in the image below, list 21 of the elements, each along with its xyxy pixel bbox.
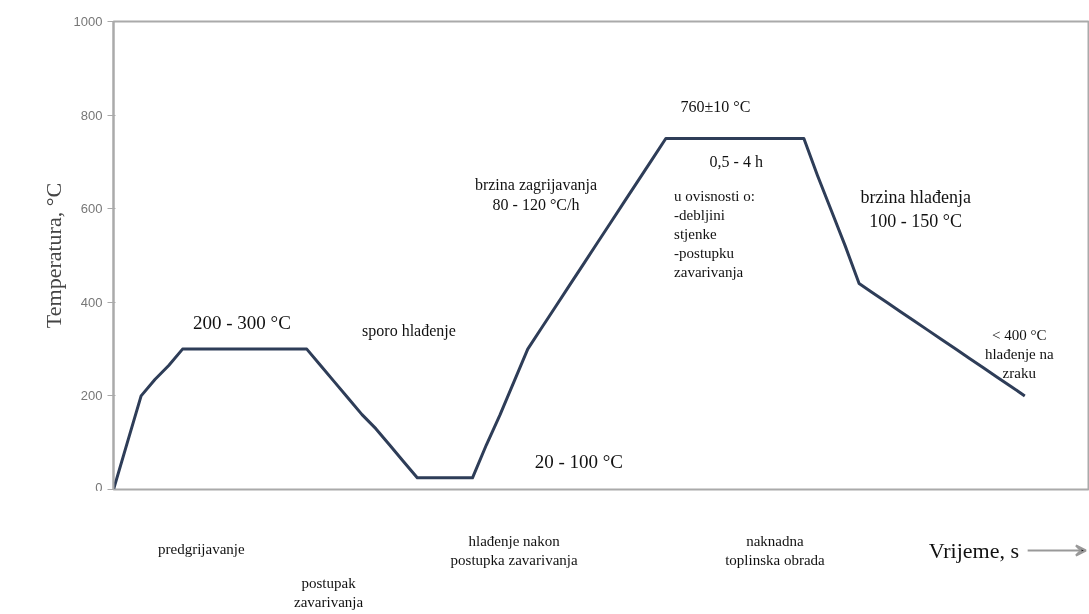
annotation: brzina hlađenja 100 - 150 °C [860,186,971,231]
x-axis-title: Vrijeme, s [928,538,1020,563]
annotation: 0,5 - 4 h [709,153,763,171]
y-tick-label: 600 [80,201,103,217]
annotation: sporo hlađenje [362,321,456,340]
y-tick-label: 200 [80,388,103,404]
y-tick-label: 1000 [73,14,103,29]
annotation: 760±10 °C [680,98,751,116]
annotation: 200 - 300 °C [192,311,291,333]
annotation: u ovisnosti o: -debljini stjenke -postupku zavarivanja [674,187,755,281]
text: predgrijavanje [158,540,245,557]
text: postupak zavarivanja [294,574,364,611]
annotation: brzina zagrijavanja 80 - 120 °C/h [474,175,598,214]
annotation: < 400 °C hlađenje na zraku [984,326,1054,381]
y-tick-label: 800 [80,107,103,123]
annotation: 20 - 100 °C [534,450,623,472]
text: naknadna toplinska obrada [725,532,826,569]
y-tick-label: 400 [80,294,103,310]
y-axis-title: Temperatura, °C [40,182,66,329]
text: hlađenje nakon postupka zavarivanja [450,532,578,569]
y-tick-label: 0 [95,479,103,495]
